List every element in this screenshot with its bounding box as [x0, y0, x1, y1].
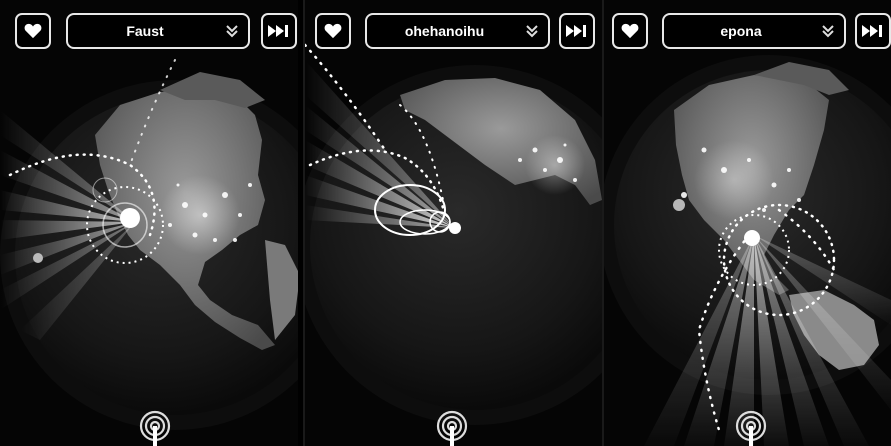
broadcast-button[interactable] — [138, 400, 172, 446]
panel-ohehanoihu: ohehanoihu — [305, 0, 602, 446]
station-selector[interactable]: Faust — [66, 13, 250, 49]
favorite-button[interactable] — [315, 13, 351, 49]
favorite-button[interactable] — [612, 13, 648, 49]
skip-forward-icon — [268, 25, 288, 37]
station-name: epona — [720, 23, 762, 39]
panel-faust: Faust — [0, 0, 298, 446]
broadcast-button[interactable] — [734, 400, 768, 446]
panel-divider — [303, 0, 305, 446]
favorite-button[interactable] — [15, 13, 51, 49]
skip-forward-icon — [862, 25, 882, 37]
double-chevron-down-icon — [526, 25, 538, 38]
station-name: Faust — [126, 23, 164, 39]
station-name: ohehanoihu — [404, 23, 485, 39]
broadcast-button[interactable] — [435, 400, 469, 446]
heart-icon — [324, 23, 342, 39]
skip-button[interactable] — [261, 13, 297, 49]
heart-icon — [621, 23, 639, 39]
globe-view[interactable] — [305, 0, 602, 446]
station-selector[interactable]: ohehanoihu — [365, 13, 550, 49]
skip-button[interactable] — [855, 13, 891, 49]
station-selector[interactable]: epona — [662, 13, 846, 49]
skip-button[interactable] — [559, 13, 595, 49]
globe-view[interactable] — [0, 0, 298, 446]
panel-epona: epona — [604, 0, 891, 446]
panel-divider — [602, 0, 604, 446]
double-chevron-down-icon — [226, 25, 238, 38]
skip-forward-icon — [566, 25, 586, 37]
double-chevron-down-icon — [822, 25, 834, 38]
globe-view[interactable] — [604, 0, 891, 446]
heart-icon — [24, 23, 42, 39]
